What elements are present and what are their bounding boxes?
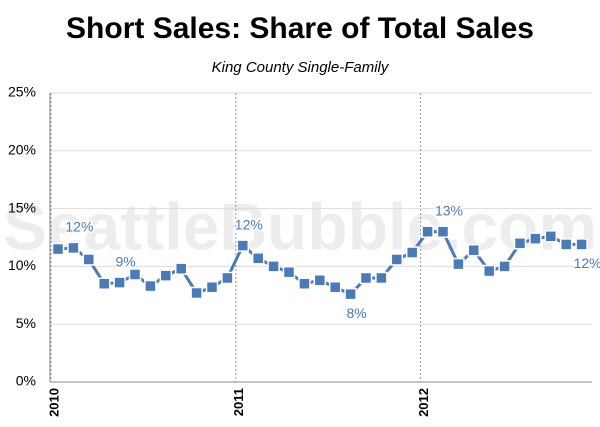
- chart-title: Short Sales: Share of Total Sales: [66, 12, 534, 45]
- data-label: 13%: [435, 202, 463, 218]
- point: [498, 260, 511, 273]
- point: [452, 257, 465, 271]
- point: [529, 232, 542, 245]
- point: [467, 243, 481, 257]
- point: [375, 271, 388, 285]
- plot: 12% 9% 12% 8% 13% 12%: [51, 201, 600, 322]
- x-tick-label: 2011: [231, 388, 246, 416]
- watermark: SeattleBubble.com: [3, 189, 597, 263]
- point: [359, 271, 373, 285]
- point: [221, 271, 234, 285]
- point: [144, 279, 157, 293]
- point: [236, 239, 250, 252]
- point: [205, 280, 219, 294]
- point: [575, 238, 588, 251]
- y-tick-label: 5%: [16, 315, 36, 331]
- point: [544, 230, 558, 243]
- y-tick-label: 25%: [8, 84, 36, 100]
- chart-subtitle: King County Single-Family: [212, 59, 390, 76]
- y-tick-label: 0%: [16, 373, 36, 389]
- data-label: 12%: [574, 255, 600, 271]
- point: [128, 268, 142, 281]
- x-tick-label: 2012: [416, 388, 431, 417]
- point: [282, 265, 296, 279]
- point: [67, 241, 80, 255]
- y-tick-label: 10%: [8, 257, 36, 273]
- point: [190, 286, 203, 300]
- grid: [49, 92, 592, 383]
- point: [267, 260, 280, 273]
- point: [113, 276, 126, 289]
- point: [559, 238, 573, 251]
- point: [390, 253, 404, 266]
- point: [482, 264, 496, 278]
- data-label: 8%: [346, 305, 366, 321]
- y-tick-label: 15%: [8, 199, 36, 215]
- data-label: 12%: [235, 216, 263, 232]
- data-label: 12%: [65, 219, 93, 235]
- point: [344, 287, 357, 301]
- point: [174, 262, 188, 275]
- point: [513, 237, 527, 250]
- point: [313, 274, 327, 287]
- point: [328, 280, 342, 294]
- x-tick-label: 2010: [46, 388, 61, 417]
- point: [421, 225, 434, 238]
- point: [159, 269, 173, 282]
- point: [405, 246, 419, 259]
- point: [298, 277, 311, 290]
- point: [51, 242, 65, 256]
- point: [436, 225, 450, 238]
- point: [251, 252, 265, 265]
- data-label: 9%: [115, 253, 135, 269]
- y-tick-label: 20%: [8, 142, 36, 158]
- point: [97, 277, 111, 290]
- point: [82, 253, 96, 266]
